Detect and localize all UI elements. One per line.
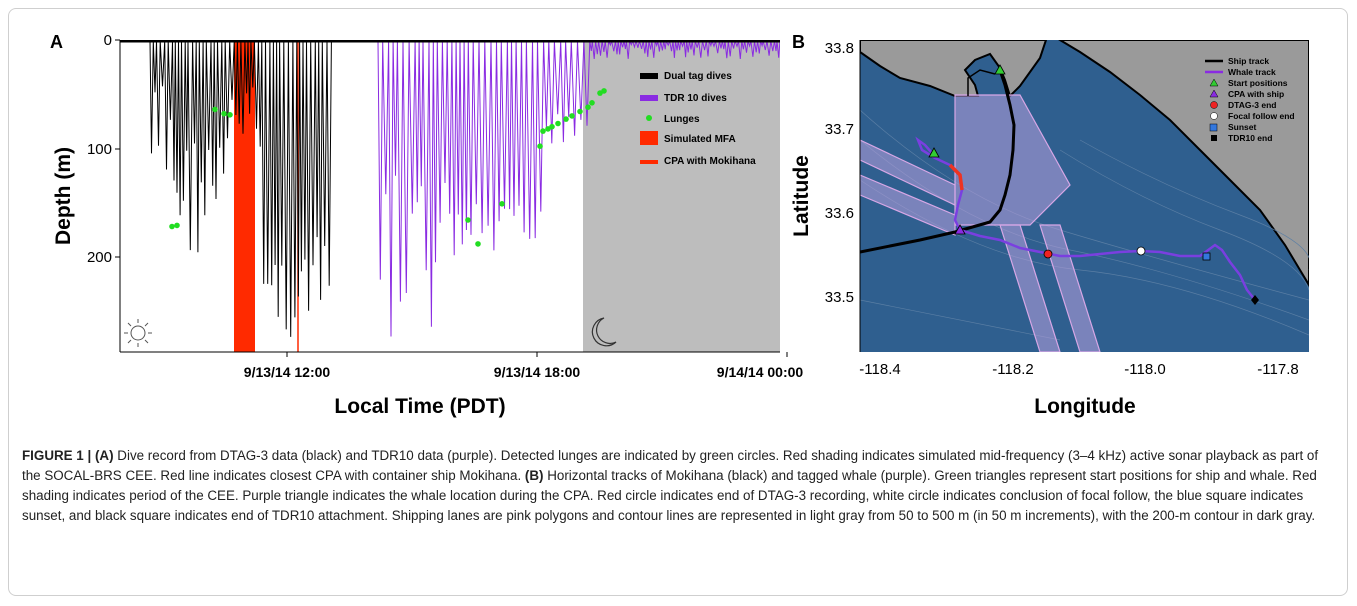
figure-frame xyxy=(8,8,1348,596)
sun-icon xyxy=(124,319,152,347)
lat-tick-33-5: 33.5 xyxy=(825,289,854,306)
panel-a-label: A xyxy=(50,32,63,52)
lunge-marker xyxy=(549,123,555,130)
lunge-marker xyxy=(174,222,180,229)
simulated-mfa-band xyxy=(234,40,255,352)
map xyxy=(860,40,1309,352)
start-position-ship xyxy=(994,64,1006,75)
lat-tick-33-6: 33.6 xyxy=(825,205,854,222)
cpa-with-ship-marker xyxy=(954,224,966,235)
dtag-end-marker xyxy=(1043,249,1053,259)
lunge-marker xyxy=(563,116,569,122)
panel-b-x-title: Longitude xyxy=(1034,395,1135,418)
lunge-marker xyxy=(540,128,546,134)
panel-a-y-title: Depth (m) xyxy=(52,147,75,245)
legend-sunset: Sunset xyxy=(1228,122,1257,132)
legend-dtag: Dual tag dives xyxy=(664,71,732,82)
panel-a: A 0 100 200 9/13/14 12:00 9/13/14 18:00 … xyxy=(50,32,803,418)
lat-tick-33-8: 33.8 xyxy=(825,40,854,57)
lunge-marker xyxy=(569,113,575,119)
tdr10-end-marker xyxy=(1251,295,1259,305)
caption-a-tag: (A) xyxy=(94,448,114,463)
land-coast-north xyxy=(860,40,1048,98)
legend-lunges: Lunges xyxy=(664,114,700,125)
cee-track-segment xyxy=(948,163,964,191)
moon-icon xyxy=(591,317,617,347)
legend-whale-track: Whale track xyxy=(1228,67,1276,77)
y-tick-100: 100 xyxy=(87,141,112,158)
panel-b-legend: Ship track Whale track Start positions C… xyxy=(1205,56,1295,143)
lon-tick-118-4: -118.4 xyxy=(859,361,900,378)
y-tick-200: 200 xyxy=(87,249,112,266)
panel-b-label: B xyxy=(792,32,805,52)
focal-follow-end-marker xyxy=(1136,246,1146,256)
legend-tdr10-end: TDR10 end xyxy=(1228,133,1272,143)
lunge-marker xyxy=(227,112,233,118)
caption-b-text: Horizontal tracks of Mokihana (black) an… xyxy=(22,468,1317,523)
caption-b-tag: (B) xyxy=(524,468,544,483)
legend-start-positions: Start positions xyxy=(1228,78,1288,88)
dtag-dives xyxy=(149,40,332,337)
panel-a-x-title: Local Time (PDT) xyxy=(334,395,505,418)
caption-figure-label: FIGURE 1 | xyxy=(22,448,92,463)
lunge-marker xyxy=(555,120,561,127)
legend-cpa-with-ship: CPA with ship xyxy=(1228,89,1284,99)
lunge-marker xyxy=(169,223,175,230)
figure-caption: FIGURE 1 | (A) Dive record from DTAG-3 d… xyxy=(22,446,1338,526)
lat-tick-33-7: 33.7 xyxy=(825,121,854,138)
lon-tick-118-2: -118.2 xyxy=(992,361,1033,378)
lunge-marker xyxy=(465,217,471,223)
lunge-marker xyxy=(212,106,218,113)
start-position-whale xyxy=(928,147,940,158)
panel-b-y-title: Latitude xyxy=(790,155,813,237)
legend-cpa: CPA with Mokihana xyxy=(664,156,756,167)
lunge-marker xyxy=(221,110,227,117)
night-shading xyxy=(583,40,780,352)
lunge-marker xyxy=(499,201,505,207)
sunset-marker xyxy=(1202,252,1211,261)
lunge-marker xyxy=(475,241,481,247)
legend-mfa: Simulated MFA xyxy=(664,134,736,145)
harbor-breakwater xyxy=(967,69,996,96)
caption-a-text: Dive record from DTAG-3 data (black) and… xyxy=(22,448,1319,483)
lunge-marker xyxy=(537,143,543,149)
legend-ship-track: Ship track xyxy=(1228,56,1269,66)
x-tick-1200: 9/13/14 12:00 xyxy=(244,364,331,380)
lunge-marker xyxy=(577,108,583,115)
ship-track xyxy=(860,69,1016,254)
dtag-dive-trace xyxy=(149,40,332,337)
figure-graphics: A 0 100 200 9/13/14 12:00 9/13/14 18:00 … xyxy=(50,32,1309,418)
legend-focal-follow-end: Focal follow end xyxy=(1228,111,1295,121)
x-tick-0000: 9/14/14 00:00 xyxy=(717,364,804,380)
lon-tick-118-0: -118.0 xyxy=(1124,361,1165,378)
lunge-marker xyxy=(589,100,595,106)
panel-b: B xyxy=(790,32,1309,418)
panel-a-legend: Dual tag dives TDR 10 dives Lunges Simul… xyxy=(640,71,756,167)
lunge-marker xyxy=(601,88,607,94)
lunges xyxy=(169,88,607,247)
lon-tick-117-8: -117.8 xyxy=(1257,361,1298,378)
whale-track xyxy=(915,136,1256,301)
y-tick-0: 0 xyxy=(104,32,112,49)
legend-dtag-end: DTAG-3 end xyxy=(1228,100,1276,110)
land-coast-east xyxy=(1058,40,1309,287)
legend-tdr: TDR 10 dives xyxy=(664,93,727,104)
x-tick-1800: 9/13/14 18:00 xyxy=(494,364,581,380)
lunge-marker xyxy=(585,104,591,110)
